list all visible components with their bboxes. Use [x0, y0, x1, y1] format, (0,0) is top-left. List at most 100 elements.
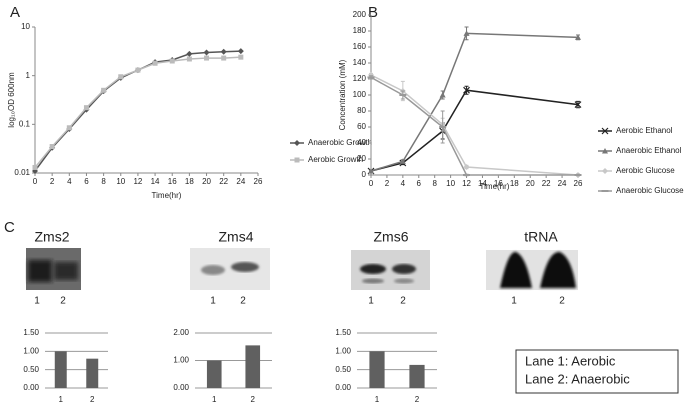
y-tick-label: 200 [353, 10, 367, 19]
marker [135, 67, 141, 73]
x-tick-label: 6 [84, 177, 89, 186]
y-tick-label: 1.00 [23, 346, 39, 355]
marker [463, 174, 471, 176]
x-tick-label: 22 [219, 177, 228, 186]
bar [54, 351, 67, 388]
y-tick-label: 1 [26, 71, 31, 80]
y-tick-label: 2.00 [173, 328, 189, 337]
x-tick-label: 10 [446, 179, 455, 188]
x-tick-label: 8 [101, 177, 106, 186]
y-tick-label: 0.00 [23, 383, 39, 392]
y-axis-label: Concentration (mM) [338, 59, 347, 130]
y-tick-label: 20 [357, 154, 366, 163]
x-tick-label: 1 [212, 395, 217, 404]
y-axis-label: log₁₀OD 600nm [7, 72, 16, 128]
y-tick-label: 0 [362, 170, 367, 179]
marker [463, 164, 470, 170]
x-tick-label: 2 [50, 177, 55, 186]
marker [439, 92, 446, 98]
panel-label: A [10, 4, 20, 21]
legend-marker [294, 140, 300, 146]
y-tick-label: 0.00 [173, 383, 189, 392]
legend-marker [601, 127, 609, 135]
x-tick-label: 1 [375, 395, 380, 404]
marker [368, 168, 374, 174]
gel-zms4 [190, 248, 270, 290]
y-tick-label: 60 [357, 122, 366, 131]
bar [369, 351, 385, 388]
gel-zms6 [351, 250, 430, 290]
marker [186, 56, 192, 62]
lane-label: 2 [400, 296, 406, 307]
y-tick-label: 0.00 [335, 383, 351, 392]
x-tick-label: 26 [574, 179, 583, 188]
x-axis-label: Time(hr) [480, 182, 510, 191]
x-tick-label: 12 [133, 177, 142, 186]
marker [83, 105, 89, 111]
series-line [34, 56, 241, 168]
x-tick-label: 20 [202, 177, 211, 186]
marker [399, 158, 406, 164]
x-tick-label: 4 [401, 179, 406, 188]
y-tick-label: 0.50 [23, 365, 39, 374]
y-tick-label: 1.50 [335, 328, 351, 337]
marker [220, 48, 227, 55]
y-tick-label: 10 [21, 22, 30, 31]
marker [186, 50, 193, 57]
x-tick-label: 1 [59, 395, 64, 404]
x-tick-label: 4 [67, 177, 72, 186]
marker [367, 76, 375, 79]
key-text: Lane 1: Aerobic [525, 353, 616, 368]
marker [574, 174, 582, 176]
legend-label: Aerobic Ethanol [616, 126, 673, 135]
x-tick-label: 10 [116, 177, 125, 186]
panel-label: C [4, 219, 15, 236]
key-box [515, 349, 679, 394]
legend-label: Anaerobic Growth [308, 138, 372, 147]
marker [32, 164, 38, 170]
y-tick-label: 140 [353, 58, 367, 67]
bar [245, 345, 261, 388]
lane-label: 1 [511, 296, 517, 307]
y-tick-label: 40 [357, 138, 366, 147]
x-tick-label: 0 [33, 177, 38, 186]
y-tick-label: 80 [357, 106, 366, 115]
marker [238, 54, 244, 60]
x-tick-label: 20 [526, 179, 535, 188]
legend-marker [294, 157, 300, 163]
gel-title: Zms2 [35, 229, 70, 245]
key-text: Lane 2: Anaerobic [525, 371, 630, 386]
x-tick-label: 22 [542, 179, 551, 188]
x-tick-label: 18 [510, 179, 519, 188]
marker [203, 49, 210, 56]
marker [204, 55, 210, 61]
lane-label: 2 [559, 296, 565, 307]
x-tick-label: 24 [236, 177, 245, 186]
marker [463, 30, 470, 36]
x-tick-label: 18 [185, 177, 194, 186]
y-tick-label: 0.01 [14, 168, 30, 177]
gel-title: Zms6 [374, 229, 409, 245]
bar [86, 358, 99, 388]
legend-marker [602, 148, 608, 154]
y-tick-label: 120 [353, 74, 367, 83]
legend-label: Anaerobic Glucose [616, 186, 684, 195]
x-tick-label: 14 [478, 179, 487, 188]
marker [169, 58, 175, 64]
bar [409, 364, 425, 388]
legend-label: Aerobic Growth [308, 155, 363, 164]
legend-label: Aerobic Glucose [616, 166, 675, 175]
x-tick-label: 26 [254, 177, 263, 186]
x-tick-label: 0 [369, 179, 374, 188]
y-tick-label: 160 [353, 42, 367, 51]
legend-marker [601, 190, 609, 192]
x-tick-label: 6 [417, 179, 422, 188]
x-tick-label: 16 [168, 177, 177, 186]
y-tick-label: 180 [353, 26, 367, 35]
marker [152, 60, 158, 66]
marker [118, 74, 124, 80]
y-tick-label: 100 [353, 90, 367, 99]
gel-zms2 [26, 248, 81, 290]
marker [463, 86, 470, 94]
